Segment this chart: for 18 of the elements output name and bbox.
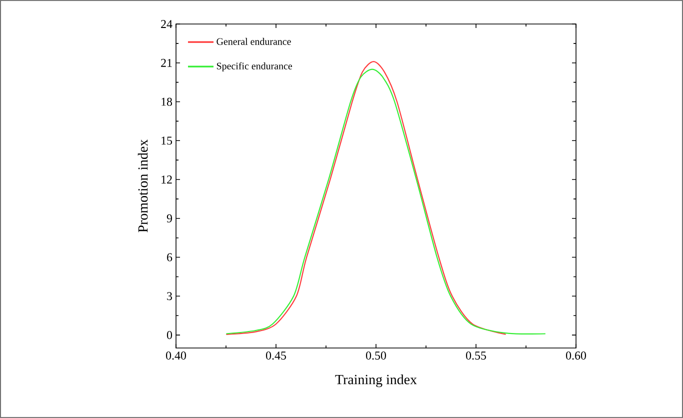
y-tick-label: 3 <box>167 292 172 300</box>
y-tick-label: 21 <box>161 58 172 67</box>
y-tick-label: 9 <box>166 214 172 222</box>
x-tick-label: 0.40 <box>166 352 186 360</box>
x-tick-label: 0.60 <box>566 352 586 360</box>
y-tick-label: 15 <box>162 136 172 145</box>
x-tick-label: 0.50 <box>366 352 386 360</box>
legend-label: Specific endurance <box>216 62 292 72</box>
y-tick-label: 0 <box>166 331 172 340</box>
y-tick-label: 6 <box>167 253 172 262</box>
legend-label: General endurance <box>216 38 291 45</box>
x-tick-label: 0.55 <box>466 352 486 360</box>
y-axis-title: Promotion index <box>138 139 148 232</box>
x-tick-label: 0.45 <box>266 352 286 360</box>
x-axis-title: Training index <box>335 374 417 388</box>
y-tick-label: 12 <box>162 176 172 184</box>
y-tick-label: 24 <box>161 20 172 28</box>
y-tick-label: 18 <box>162 98 172 106</box>
